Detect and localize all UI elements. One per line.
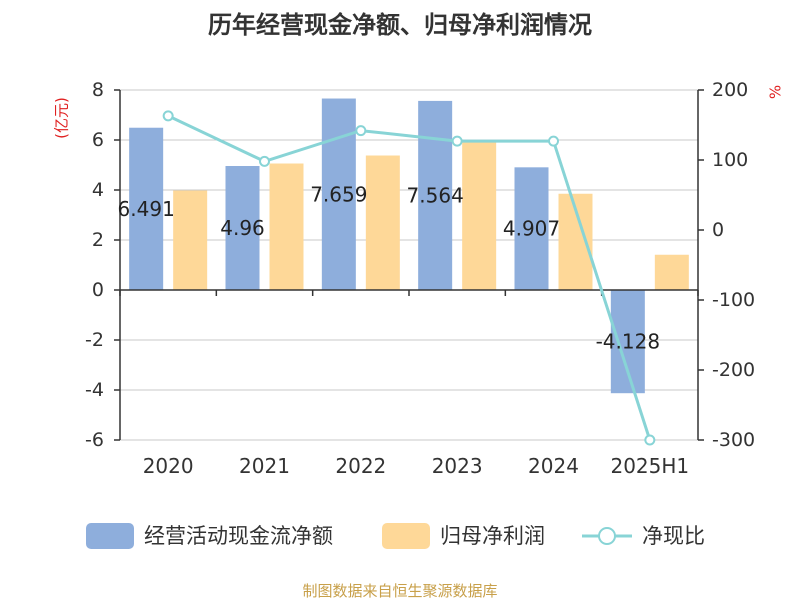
left-axis-tick-label: 8	[92, 79, 104, 101]
net-profit-bar	[654, 254, 689, 290]
ratio-point	[259, 155, 270, 167]
right-axis-tick-label: 0	[712, 219, 724, 241]
right-axis-tick-label: 200	[712, 79, 748, 101]
cashflow-data-label: 4.907	[503, 217, 560, 241]
cashflow-data-label: 7.564	[407, 183, 464, 207]
cashflow-bar	[418, 100, 453, 291]
x-axis-tick-label: 2020	[143, 454, 194, 478]
ratio-point	[355, 125, 367, 137]
cashflow-bar	[129, 127, 164, 290]
cashflow-data-label: 7.659	[310, 182, 367, 206]
ratio-point	[548, 135, 559, 147]
right-axis-tick-label: 100	[712, 149, 748, 171]
ratio-point	[644, 434, 656, 446]
legend-label-ratio: 净现比	[642, 524, 705, 548]
cashflow-bar	[321, 98, 356, 291]
cashflow-bar	[514, 167, 549, 290]
ratio-point	[162, 110, 174, 122]
cashflow-data-label: 4.96	[220, 216, 265, 240]
net-profit-bar	[269, 163, 304, 290]
legend-marker-ratio	[598, 527, 616, 545]
x-axis-tick-label: 2023	[432, 454, 483, 478]
net-profit-bar	[365, 155, 400, 290]
right-axis-tick-label: -200	[712, 359, 755, 381]
data-labels: 6.491 4.96 7.659 7.564 4.907 -4.128	[118, 182, 661, 353]
cashflow-data-label: 6.491	[118, 197, 175, 221]
x-axis-tick-label: 2022	[335, 454, 386, 478]
left-axis-tick-label: 6	[92, 129, 104, 151]
ratio-point	[451, 135, 463, 147]
left-axis-tick-label: 4	[92, 179, 104, 201]
right-axis-tick-label: -100	[712, 289, 755, 311]
cashflow-data-label: -4.128	[596, 330, 660, 354]
left-axis-tick-label: -2	[85, 329, 104, 351]
net-profit-bar	[173, 190, 208, 290]
left-axis-unit: (亿元)	[53, 97, 71, 139]
legend-label-cashflow: 经营活动现金流净额	[144, 524, 333, 548]
left-axis-tick-label: -6	[85, 429, 104, 451]
x-axis-tick-label: 2021	[239, 454, 290, 478]
right-axis-tick-label: -300	[712, 429, 755, 451]
chart-title: 历年经营现金净额、归母净利润情况	[208, 11, 592, 39]
cashflow-bar	[225, 166, 260, 290]
legend-label-net-profit: 归母净利润	[440, 524, 545, 548]
bars	[129, 98, 689, 394]
legend-swatch-net-profit	[382, 523, 430, 549]
legend: 经营活动现金流净额 归母净利润 净现比	[86, 523, 705, 549]
left-axis-tick-label: 2	[92, 229, 104, 251]
left-axis-tick-label: -4	[85, 379, 104, 401]
net-profit-bar	[462, 141, 497, 290]
legend-swatch-cashflow	[86, 523, 134, 549]
ratio-line-path	[167, 114, 652, 441]
source-note: 制图数据来自恒生聚源数据库	[302, 582, 497, 600]
x-axis-tick-label: 2024	[528, 454, 579, 478]
right-axis-unit: %	[767, 85, 785, 99]
left-axis-tick-label: 0	[92, 279, 104, 301]
ratio-line	[162, 110, 656, 446]
x-axis-tick-label: 2025H1	[610, 454, 689, 478]
